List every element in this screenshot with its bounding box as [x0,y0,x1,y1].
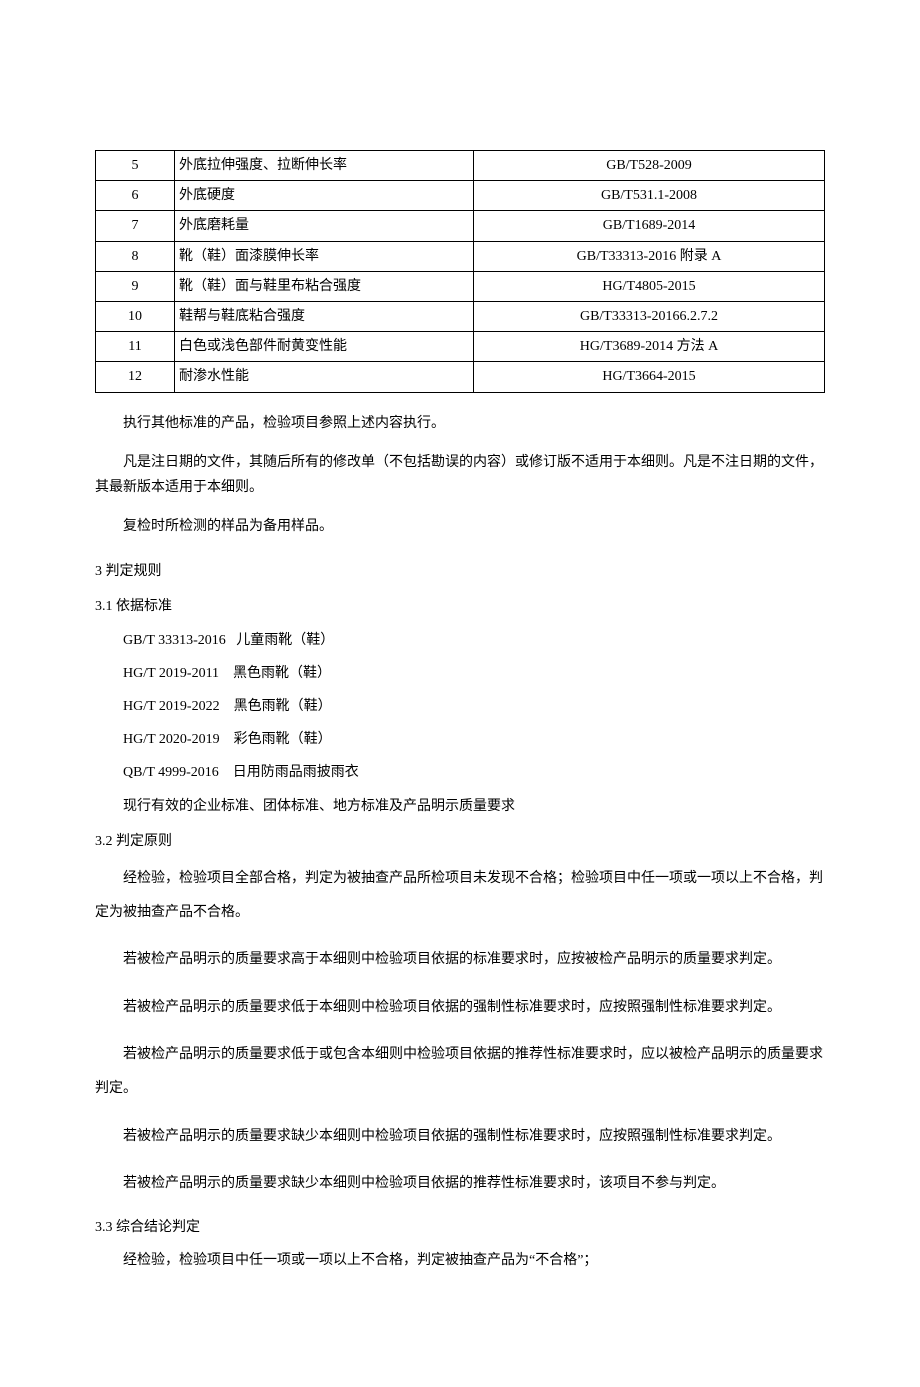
subsection-heading: 3.1 依据标准 [95,594,825,619]
row-std: HG/T3664-2015 [474,362,825,392]
paragraph: 若被检产品明示的质量要求低于本细则中检验项目依据的强制性标准要求时，应按照强制性… [95,991,825,1025]
paragraph: 若被检产品明示的质量要求高于本细则中检验项目依据的标准要求时，应按被检产品明示的… [95,943,825,977]
std-item: QB/T 4999-2016 日用防雨品雨披雨衣 [123,760,825,785]
std-item: HG/T 2019-2011 黑色雨靴（鞋） [123,661,825,686]
row-num: 6 [96,181,175,211]
table-row: 5 外底拉伸强度、拉断伸长率 GB/T528-2009 [96,151,825,181]
row-std: HG/T4805-2015 [474,271,825,301]
table-row: 6 外底硬度 GB/T531.1-2008 [96,181,825,211]
subsection-heading: 3.2 判定原则 [95,829,825,854]
table-row: 10 鞋帮与鞋底粘合强度 GB/T33313-20166.2.7.2 [96,301,825,331]
document-page: 5 外底拉伸强度、拉断伸长率 GB/T528-2009 6 外底硬度 GB/T5… [0,0,920,1387]
paragraph: 若被检产品明示的质量要求缺少本细则中检验项目依据的强制性标准要求时，应按照强制性… [95,1120,825,1154]
table-row: 9 靴（鞋）面与鞋里布粘合强度 HG/T4805-2015 [96,271,825,301]
paragraph: 若被检产品明示的质量要求低于或包含本细则中检验项目依据的推荐性标准要求时，应以被… [95,1038,825,1105]
section-heading: 3 判定规则 [95,559,825,584]
row-name: 外底硬度 [175,181,474,211]
table-row: 11 白色或浅色部件耐黄变性能 HG/T3689-2014 方法 A [96,332,825,362]
row-num: 7 [96,211,175,241]
standards-table: 5 外底拉伸强度、拉断伸长率 GB/T528-2009 6 外底硬度 GB/T5… [95,150,825,393]
row-name: 外底磨耗量 [175,211,474,241]
table-row: 7 外底磨耗量 GB/T1689-2014 [96,211,825,241]
row-std: GB/T528-2009 [474,151,825,181]
judgment-body: 经检验，检验项目全部合格，判定为被抽查产品所检项目未发现不合格；检验项目中任一项… [95,862,825,1201]
row-name: 耐渗水性能 [175,362,474,392]
row-name: 鞋帮与鞋底粘合强度 [175,301,474,331]
row-name: 白色或浅色部件耐黄变性能 [175,332,474,362]
paragraph: 经检验，检验项目中任一项或一项以上不合格，判定被抽查产品为“不合格”； [95,1248,825,1273]
standards-list: GB/T 33313-2016 儿童雨靴（鞋） HG/T 2019-2011 黑… [123,628,825,786]
row-num: 10 [96,301,175,331]
row-num: 5 [96,151,175,181]
row-num: 12 [96,362,175,392]
table-row: 8 靴（鞋）面漆膜伸长率 GB/T33313-2016 附录 A [96,241,825,271]
row-std: HG/T3689-2014 方法 A [474,332,825,362]
paragraph: 凡是注日期的文件，其随后所有的修改单（不包括勘误的内容）或修订版不适用于本细则。… [95,450,825,500]
paragraph: 复检时所检测的样品为备用样品。 [95,514,825,539]
row-std: GB/T33313-20166.2.7.2 [474,301,825,331]
std-item: HG/T 2019-2022 黑色雨靴（鞋） [123,694,825,719]
row-std: GB/T1689-2014 [474,211,825,241]
row-std: GB/T33313-2016 附录 A [474,241,825,271]
paragraph: 经检验，检验项目全部合格，判定为被抽查产品所检项目未发现不合格；检验项目中任一项… [95,862,825,929]
subsection-heading: 3.3 综合结论判定 [95,1215,825,1240]
row-name: 靴（鞋）面漆膜伸长率 [175,241,474,271]
standards-tbody: 5 外底拉伸强度、拉断伸长率 GB/T528-2009 6 外底硬度 GB/T5… [96,151,825,393]
row-name: 靴（鞋）面与鞋里布粘合强度 [175,271,474,301]
paragraph: 若被检产品明示的质量要求缺少本细则中检验项目依据的推荐性标准要求时，该项目不参与… [95,1167,825,1201]
row-name: 外底拉伸强度、拉断伸长率 [175,151,474,181]
row-num: 8 [96,241,175,271]
paragraph: 执行其他标准的产品，检验项目参照上述内容执行。 [95,411,825,436]
table-row: 12 耐渗水性能 HG/T3664-2015 [96,362,825,392]
std-item: GB/T 33313-2016 儿童雨靴（鞋） [123,628,825,653]
row-num: 9 [96,271,175,301]
std-item: HG/T 2020-2019 彩色雨靴（鞋） [123,727,825,752]
std-note: 现行有效的企业标准、团体标准、地方标准及产品明示质量要求 [123,794,825,819]
row-std: GB/T531.1-2008 [474,181,825,211]
row-num: 11 [96,332,175,362]
